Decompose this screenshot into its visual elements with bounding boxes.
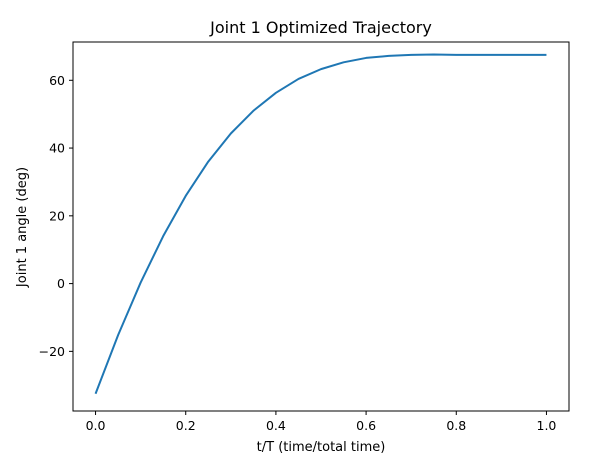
chart-marks: 0.0 0.2 0.4 0.6 0.8 1.0 −20 0 20 40 60 bbox=[39, 41, 570, 433]
series-line-0 bbox=[94, 53, 547, 395]
y-tick-label: 0 bbox=[57, 276, 65, 291]
x-tick-label: 0.2 bbox=[176, 418, 196, 433]
y-tick-label: 40 bbox=[49, 141, 65, 156]
y-tick-label: 60 bbox=[49, 73, 65, 88]
chart-title: Joint 1 Optimized Trajectory bbox=[209, 18, 432, 37]
x-tick-label: 0.0 bbox=[86, 418, 106, 433]
x-tick-label: 0.6 bbox=[356, 418, 376, 433]
plot-frame bbox=[72, 41, 570, 412]
y-tick-label: −20 bbox=[39, 344, 65, 359]
y-axis-label: Joint 1 angle (deg) bbox=[15, 167, 30, 288]
x-tick-label: 0.8 bbox=[446, 418, 466, 433]
x-tick-label: 0.4 bbox=[266, 418, 286, 433]
y-tick-label: 20 bbox=[49, 208, 65, 223]
x-tick-label: 1.0 bbox=[537, 418, 557, 433]
x-axis-label: t/T (time/total time) bbox=[257, 440, 386, 455]
